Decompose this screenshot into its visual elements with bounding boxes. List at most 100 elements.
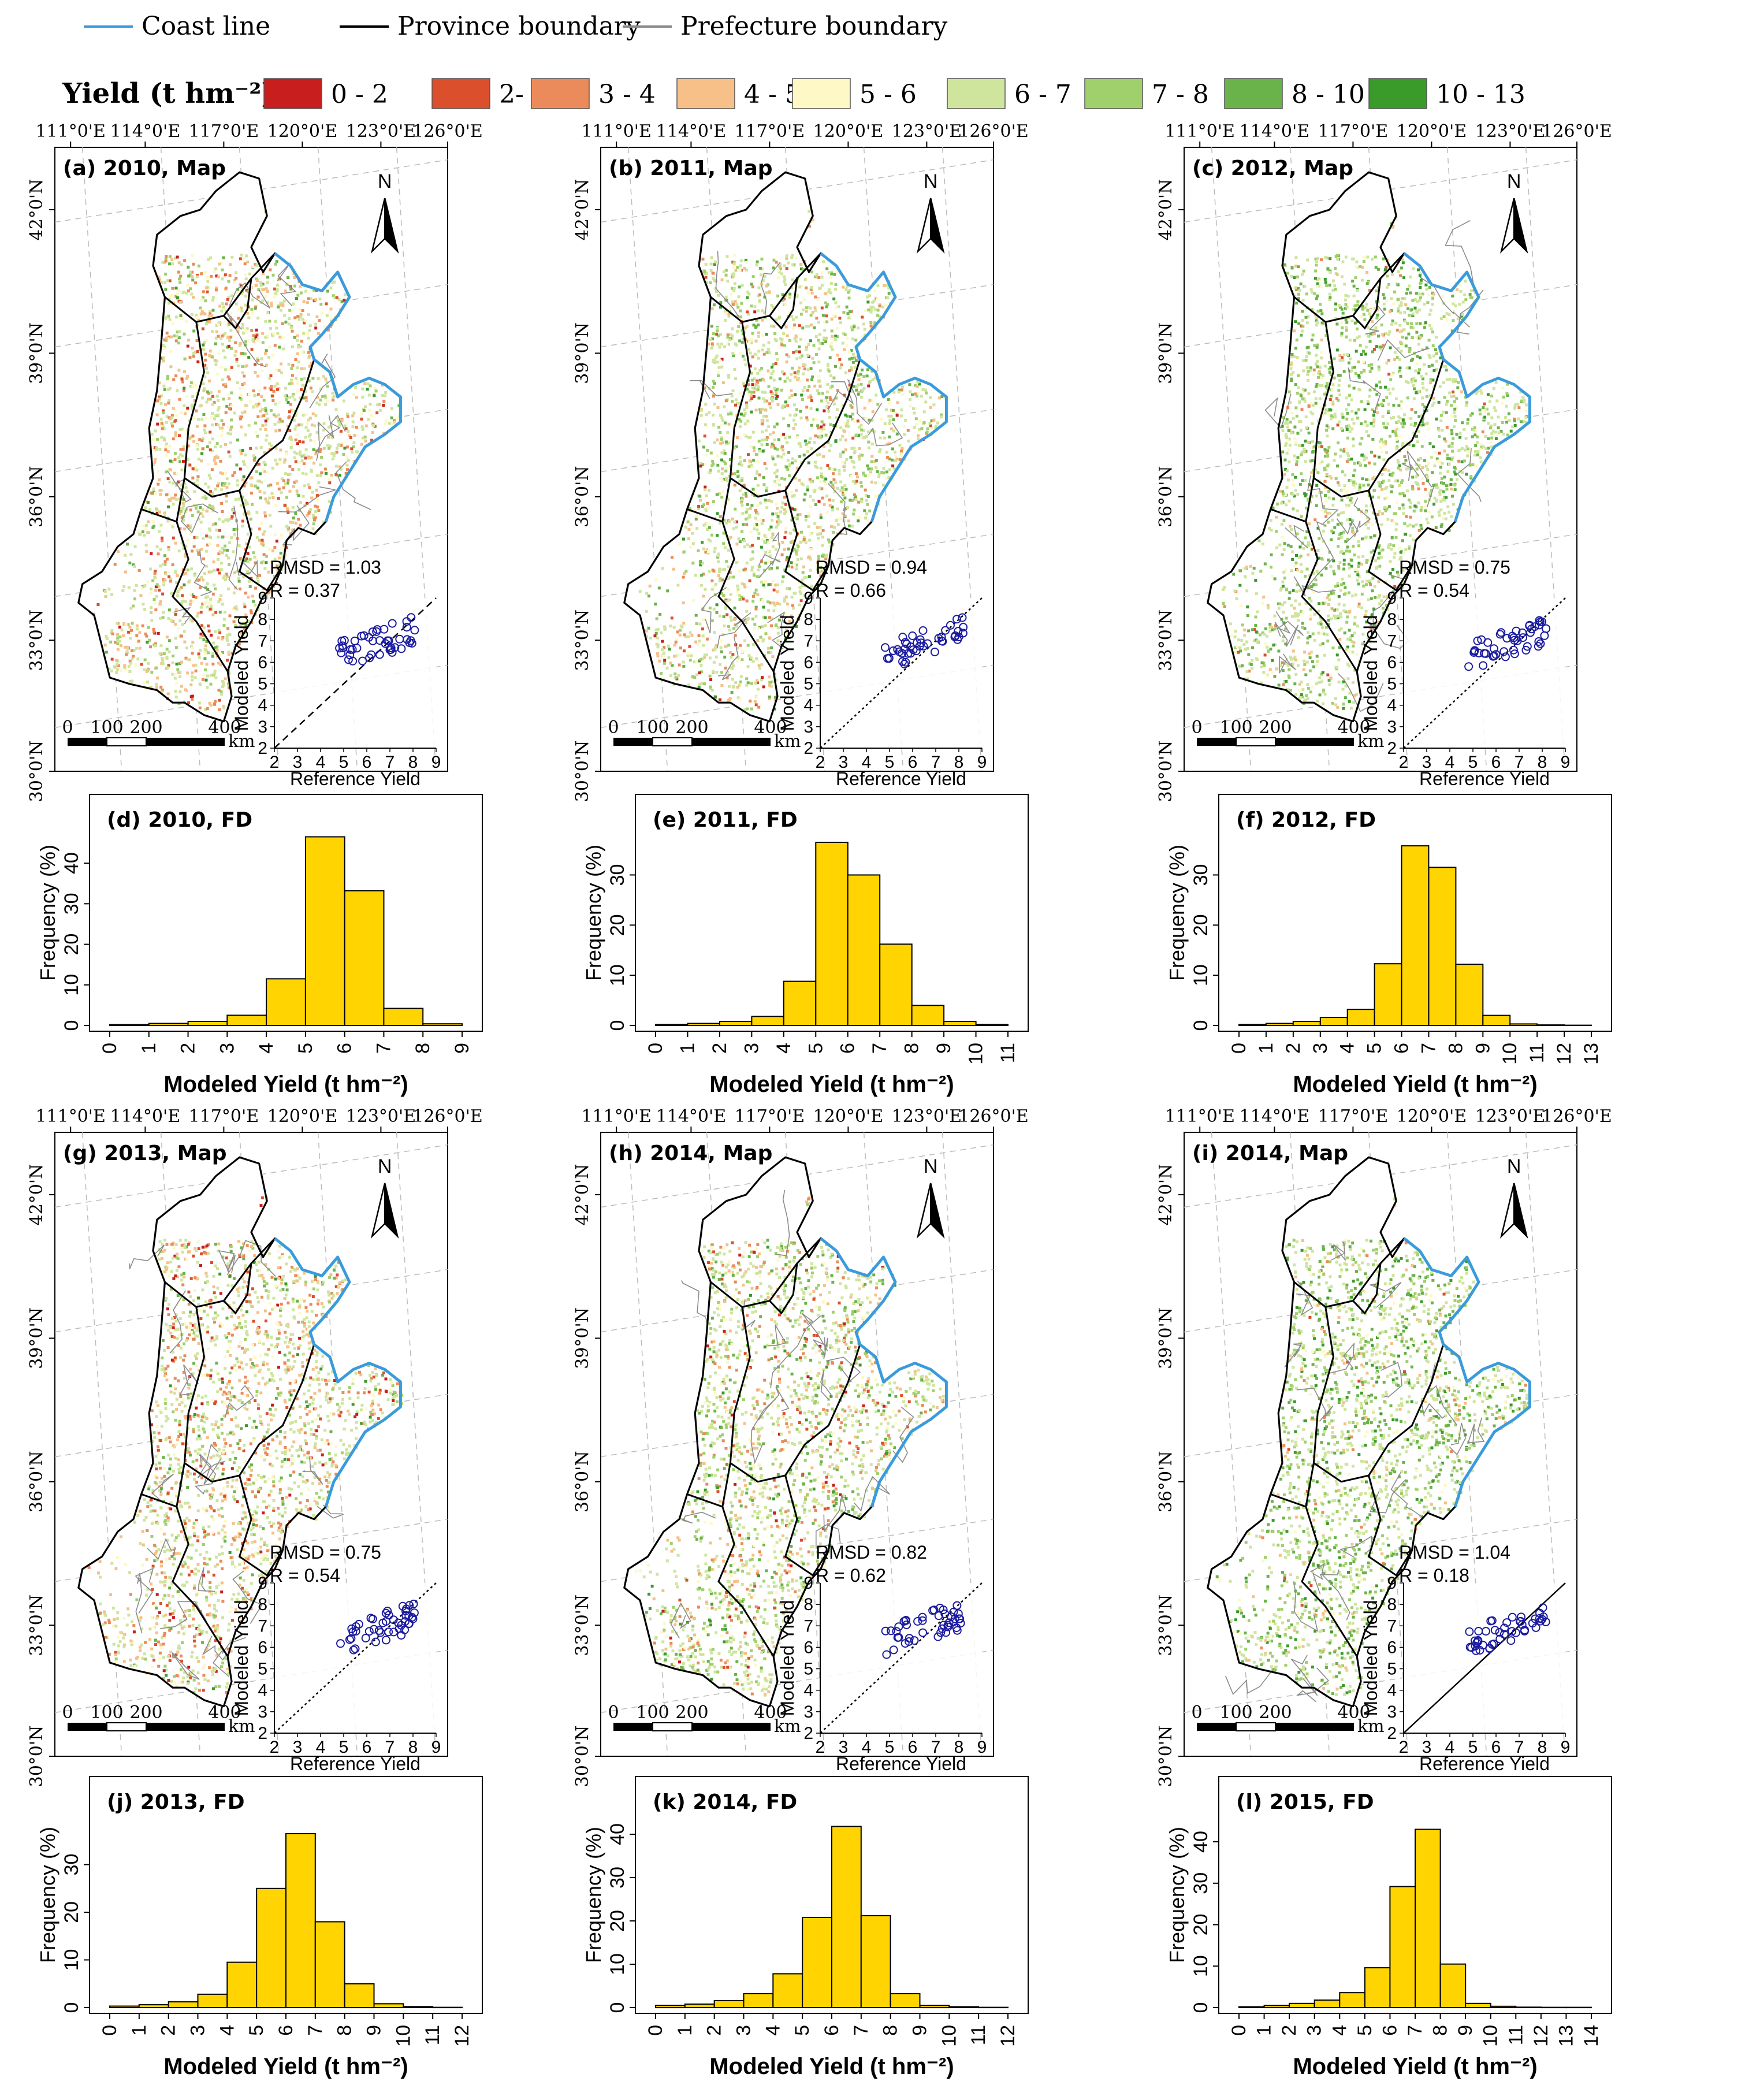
yield-pixel [1371, 408, 1374, 411]
scatter-point [352, 644, 362, 653]
yield-pixel [233, 471, 236, 474]
yield-pixel [1320, 672, 1323, 676]
scale-label: 0 [608, 718, 619, 738]
yield-pixel [801, 308, 805, 311]
yield-pixel [794, 334, 798, 337]
yield-pixel [1346, 615, 1349, 619]
yield-pixel [276, 332, 280, 335]
yield-pixel [204, 352, 207, 356]
yield-pixel [749, 445, 753, 448]
yield-pixel [788, 339, 791, 342]
yield-pixel [782, 332, 786, 335]
yield-pixel [230, 404, 233, 407]
yield-pixel [772, 266, 775, 270]
yield-pixel [222, 484, 226, 487]
yield-pixel [770, 646, 773, 649]
yield-pixel [868, 473, 871, 477]
yield-pixel [268, 514, 271, 517]
legend-class-label: 3 - 4 [598, 80, 656, 109]
yield-pixel [210, 570, 213, 574]
yield-pixel [208, 441, 211, 444]
yield-pixel [753, 527, 756, 530]
yield-pixel [329, 307, 333, 311]
yield-pixel [179, 274, 183, 278]
yield-pixel [311, 377, 315, 380]
yield-pixel [307, 455, 310, 459]
yield-pixel [274, 458, 277, 462]
yield-pixel [216, 372, 219, 376]
yield-pixel [165, 667, 168, 670]
yield-pixel [184, 545, 188, 548]
yield-pixel [638, 590, 642, 593]
yield-pixel [744, 492, 747, 495]
yield-pixel [817, 569, 820, 573]
yield-pixel [252, 334, 255, 337]
yield-pixel [757, 440, 761, 443]
yield-pixel [1350, 418, 1354, 421]
yield-pixel [764, 562, 768, 565]
yield-pixel [656, 645, 660, 649]
yield-pixel [250, 527, 252, 531]
yield-pixel [126, 542, 129, 546]
yield-pixel [168, 608, 171, 612]
yield-pixel [757, 356, 760, 360]
yield-pixel [806, 368, 810, 371]
yield-pixel [749, 700, 752, 703]
prefecture-boundary-line [758, 553, 781, 578]
yield-pixel [244, 592, 247, 595]
yield-pixel [838, 472, 841, 475]
yield-pixel [718, 614, 721, 618]
yield-pixel [791, 457, 794, 460]
yield-pixel [241, 332, 245, 335]
yield-pixel [1337, 658, 1341, 661]
yield-pixel [230, 418, 233, 422]
lat-tick-label: 30°0'N [572, 741, 593, 802]
yield-pixel [827, 410, 831, 413]
yield-pixel [763, 534, 766, 537]
scatter-point [958, 629, 968, 638]
yield-pixel [310, 423, 314, 427]
yield-pixel [865, 493, 868, 497]
yield-pixel [658, 659, 661, 663]
yield-pixel [167, 335, 170, 339]
yield-pixel [200, 298, 203, 302]
yield-pixel [777, 518, 780, 521]
yield-pixel [720, 684, 724, 687]
yield-pixel [772, 609, 776, 612]
scatter-x-tick-label: 6 [362, 753, 372, 772]
yield-pixel [756, 687, 760, 691]
yield-pixel [752, 459, 756, 462]
yield-pixel [276, 567, 280, 571]
yield-pixel [843, 491, 847, 495]
yield-pixel [828, 467, 831, 470]
yield-pixel [780, 553, 784, 556]
yield-pixel [244, 454, 247, 457]
yield-pixel [798, 455, 802, 458]
yield-pixel [282, 544, 286, 547]
yield-pixel [742, 597, 745, 601]
yield-pixel [767, 651, 770, 654]
yield-pixel [739, 309, 742, 313]
yield-pixel [201, 603, 204, 605]
yield-pixel [768, 402, 772, 406]
yield-pixel [857, 392, 860, 396]
yield-pixel [751, 386, 754, 390]
yield-pixel [1285, 451, 1289, 455]
yield-pixel [901, 385, 904, 389]
yield-pixel [293, 428, 297, 431]
yield-pixel [248, 557, 252, 561]
yield-pixel [725, 560, 728, 563]
yield-pixel [1375, 393, 1379, 396]
yield-pixel [315, 498, 319, 501]
yield-pixel [219, 365, 223, 369]
yield-pixel [269, 561, 273, 564]
yield-pixel [819, 513, 823, 516]
yield-pixel [263, 511, 267, 515]
yield-pixel [775, 503, 778, 506]
yield-pixel [1302, 269, 1305, 273]
yield-pixel [834, 334, 838, 338]
yield-pixel [299, 501, 302, 504]
yield-pixel [228, 377, 231, 381]
yield-pixel [195, 316, 199, 319]
yield-pixel [360, 425, 364, 429]
